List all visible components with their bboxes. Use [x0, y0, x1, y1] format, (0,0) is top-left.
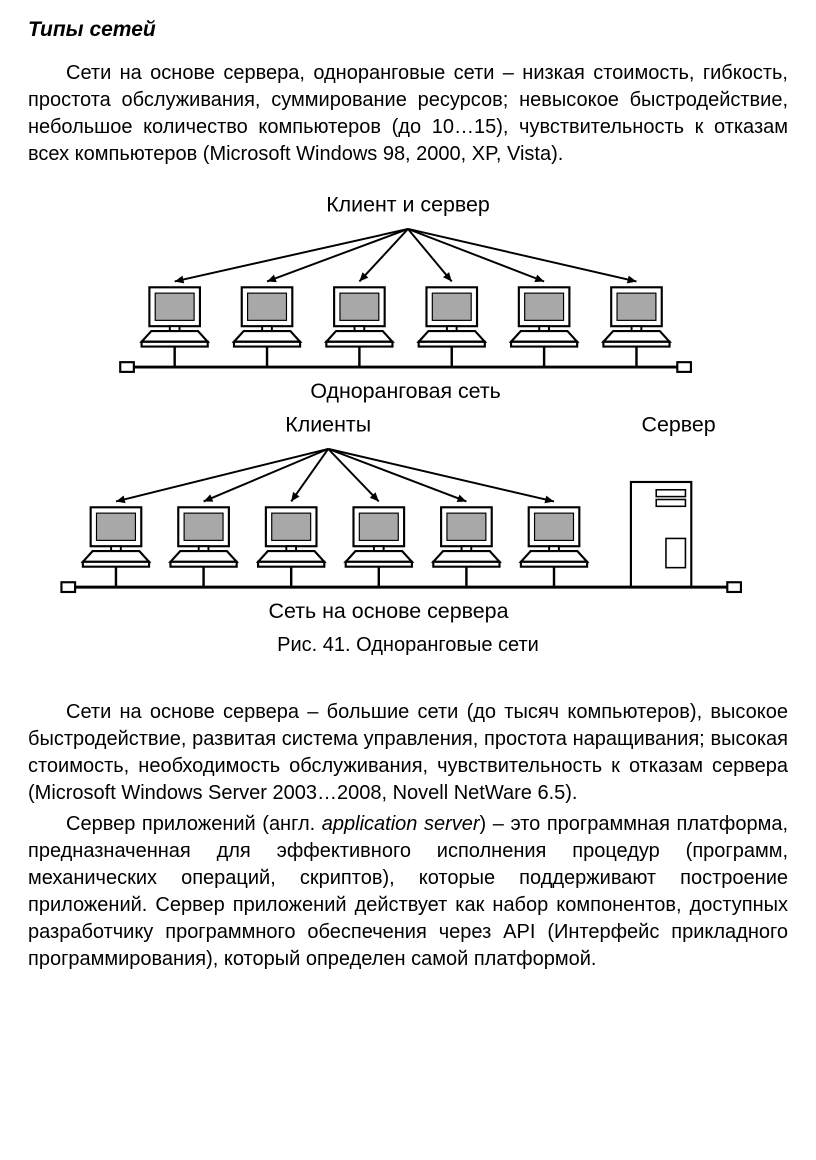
svg-text:Сеть на основе сервера: Сеть на основе сервера [269, 599, 509, 623]
diagram-server-based: Клиенты Сервер Сеть на основе сервера [38, 408, 778, 628]
svg-text:Клиент и сервер: Клиент и сервер [326, 192, 490, 216]
svg-text:Сервер: Сервер [642, 412, 716, 436]
paragraph-1: Сети на основе сервера, одноранговые сет… [28, 60, 788, 168]
paragraph-3: Сервер приложений (англ. application ser… [28, 811, 788, 973]
figure-41: Клиент и сервер Одноранговая сеть Клиенты… [28, 188, 788, 628]
svg-text:Одноранговая сеть: Одноранговая сеть [310, 379, 500, 403]
paragraph-2: Сети на основе сервера – большие сети (д… [28, 699, 788, 807]
svg-text:Клиенты: Клиенты [285, 412, 371, 436]
figure-caption: Рис. 41. Одноранговые сети [28, 634, 788, 657]
section-heading: Типы сетей [28, 18, 788, 42]
diagram-peer-to-peer: Клиент и сервер Одноранговая сеть [58, 188, 758, 408]
